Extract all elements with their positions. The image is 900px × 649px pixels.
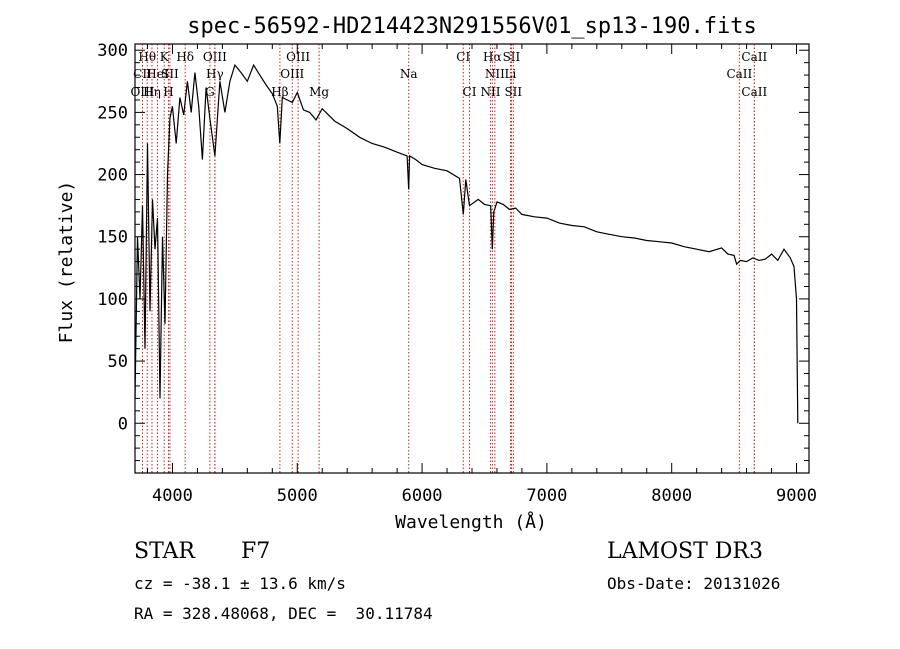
- line-label: Hθ: [138, 50, 156, 64]
- survey-name: LAMOST DR3: [607, 539, 763, 564]
- line-label: OIII: [130, 85, 154, 99]
- x-tick-label: 7000: [526, 486, 567, 506]
- y-tick-label: 300: [97, 41, 128, 61]
- y-tick-label: 100: [97, 290, 128, 310]
- line-label: NII: [485, 67, 505, 81]
- line-label: CaII: [726, 67, 752, 81]
- x-tick-label: 9000: [776, 486, 817, 506]
- line-label: HeI: [146, 67, 169, 81]
- line-label: Mg: [309, 85, 329, 99]
- line-label: Hα: [483, 50, 502, 64]
- line-label: OIII: [203, 50, 227, 64]
- axis-ticks: 4000 5000 6000 7000 8000 9000 0 50 100 150 200 250 3…: [97, 41, 817, 506]
- line-label: Hγ: [206, 67, 224, 81]
- coordinates-readout: RA = 328.48068, DEC = 30.11784: [134, 604, 433, 623]
- line-label: CI: [463, 85, 477, 99]
- line-label: H: [163, 85, 173, 99]
- x-axis-label: Wavelength (Å): [395, 511, 547, 533]
- line-label: OIII: [286, 50, 310, 64]
- line-label: Hβ: [271, 85, 288, 99]
- line-label: Hη: [143, 85, 161, 99]
- plot-frame: [134, 43, 810, 474]
- line-label: CaII: [741, 50, 767, 64]
- y-tick-label: 250: [97, 103, 128, 123]
- line-label: Li: [505, 67, 517, 81]
- flux-series-line: [134, 63, 799, 424]
- object-type: STAR: [134, 539, 195, 564]
- line-label: CI: [456, 50, 470, 64]
- y-tick-label: 200: [97, 166, 128, 186]
- line-label: OIII: [280, 67, 304, 81]
- x-tick-label: 8000: [651, 486, 692, 506]
- line-label: Hδ: [176, 50, 194, 64]
- y-tick-label: 50: [108, 352, 128, 372]
- y-axis-label: Flux (relative): [56, 181, 77, 344]
- observation-date: Obs-Date: 20131026: [607, 574, 781, 593]
- x-tick-label: 6000: [402, 486, 443, 506]
- line-label: K: [160, 50, 170, 64]
- y-tick-label: 0: [118, 414, 128, 434]
- line-label: SII: [503, 50, 521, 64]
- y-tick-label: 150: [97, 228, 128, 248]
- line-label: G: [205, 85, 215, 99]
- spectral-class: F7: [241, 539, 271, 564]
- line-label: CaII: [741, 85, 767, 99]
- line-label: CII: [133, 67, 152, 81]
- chart-title: spec-56592-HD214423N291556V01_sp13-190.f…: [187, 14, 757, 39]
- line-label: NII: [480, 85, 500, 99]
- line-label: Na: [400, 67, 418, 81]
- x-tick-label: 4000: [152, 486, 193, 506]
- line-label: SII: [504, 85, 522, 99]
- line-label: SII: [161, 67, 179, 81]
- redshift-readout: cz = -38.1 ± 13.6 km/s: [134, 574, 346, 593]
- x-tick-label: 5000: [277, 486, 318, 506]
